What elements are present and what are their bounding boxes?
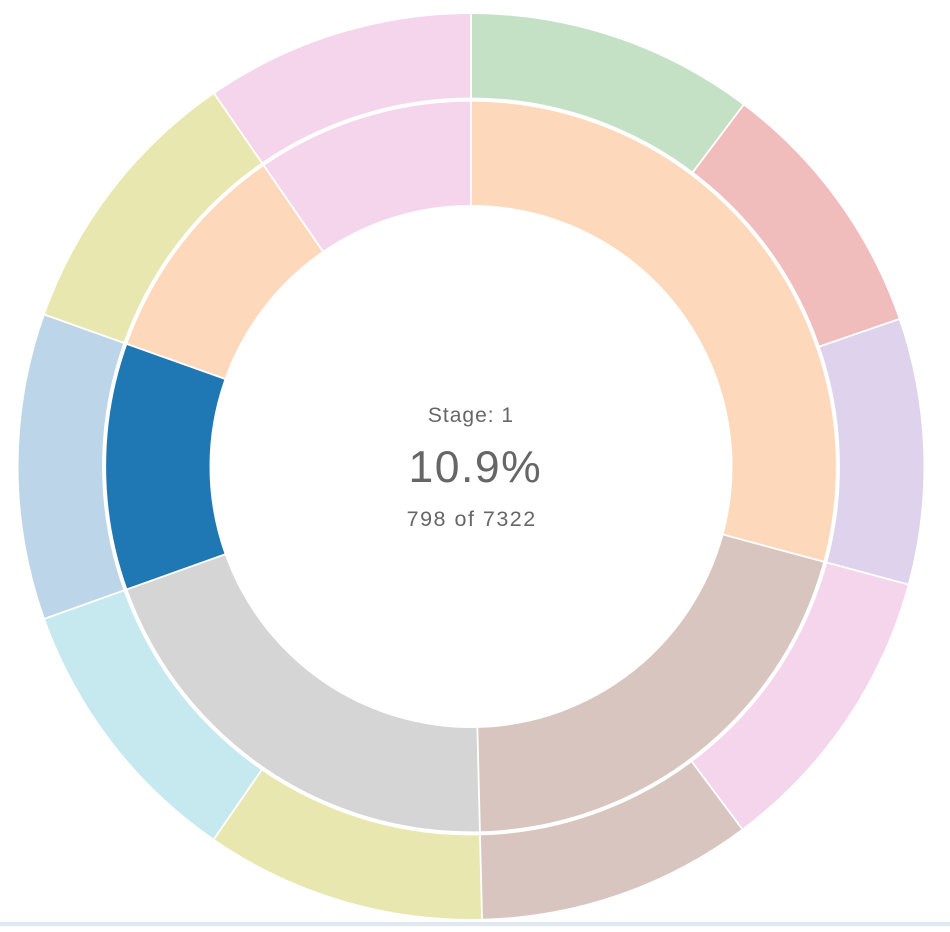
svg-text:10.9%: 10.9%	[409, 443, 543, 492]
svg-text:798 of 7322: 798 of 7322	[407, 507, 537, 531]
svg-text:Stage: 1: Stage: 1	[428, 404, 514, 427]
